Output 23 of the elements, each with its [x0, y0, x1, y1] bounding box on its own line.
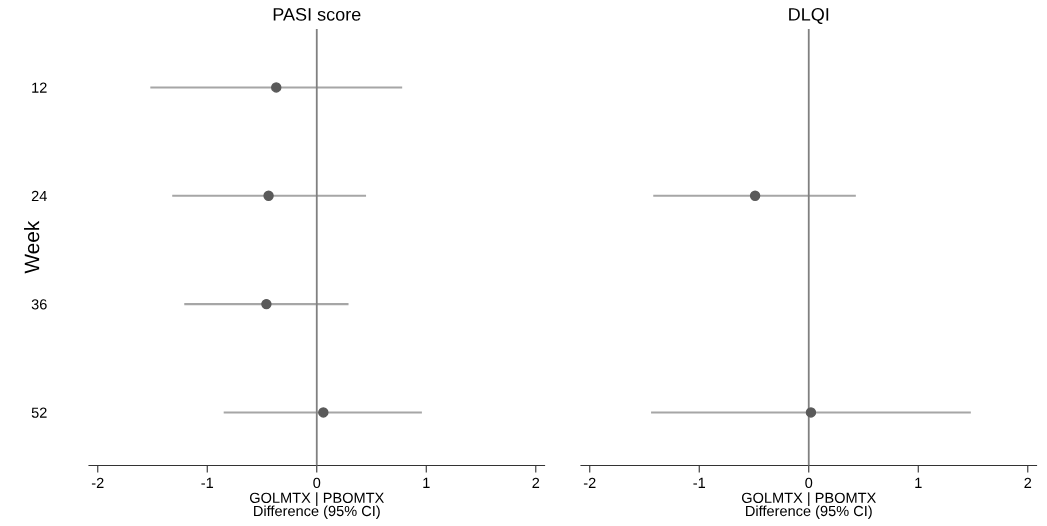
y-tick-label: 52 — [31, 407, 47, 418]
point — [261, 298, 272, 310]
point — [263, 190, 274, 201]
x-axis-title: GOLMTX | PBOMTX Difference (95% CI) — [249, 492, 384, 520]
x-tick-label: 2 — [1024, 477, 1032, 488]
x-tick-label: -2 — [583, 477, 596, 488]
x-tick-label: 0 — [805, 477, 813, 489]
point — [318, 407, 329, 418]
y-tick-label: 24 — [31, 190, 47, 202]
y-tick-label: 12 — [32, 82, 47, 93]
x-tick-label: -1 — [201, 477, 214, 488]
chart-title: PASI score — [273, 7, 361, 21]
y-axis-title: Week — [24, 220, 40, 274]
x-tick-label: -2 — [91, 477, 104, 488]
x-tick-label: 0 — [313, 477, 321, 489]
x-tick-label: 2 — [532, 477, 540, 488]
x-tick-label: -1 — [693, 477, 706, 488]
point — [271, 82, 282, 93]
x-tick-label: 1 — [423, 477, 430, 488]
chart-title: DLQI — [789, 7, 829, 25]
x-tick-label: 1 — [915, 477, 922, 488]
y-tick-label: 36 — [31, 299, 47, 310]
x-axis-title: GOLMTX | PBOMTX Difference (95% CI) — [741, 492, 876, 520]
